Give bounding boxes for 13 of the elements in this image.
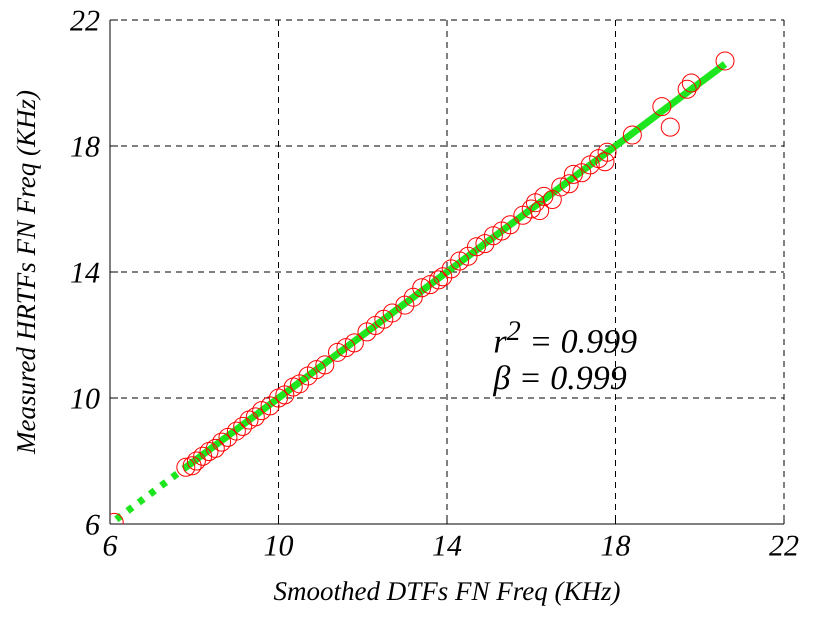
- x-tick-label: 14: [432, 529, 462, 562]
- y-tick-label: 10: [70, 382, 100, 416]
- x-tick-label: 18: [600, 529, 630, 562]
- annotation: r$^{2}$ = 0.999: [493, 316, 638, 362]
- y-tick-label: 18: [70, 130, 100, 164]
- x-tick-label: 10: [264, 529, 294, 562]
- y-axis-title: Measured HRTFs FN Freq (KHz): [10, 89, 42, 456]
- y-tick-label: 22: [70, 4, 100, 38]
- y-tick-label: 6: [85, 508, 100, 542]
- y-tick-label: 14: [70, 256, 100, 290]
- x-tick-label: 22: [769, 529, 799, 562]
- x-axis-title: Smoothed DTFs FN Freq (KHz): [272, 576, 622, 607]
- annotation: β = 0.999: [493, 360, 627, 398]
